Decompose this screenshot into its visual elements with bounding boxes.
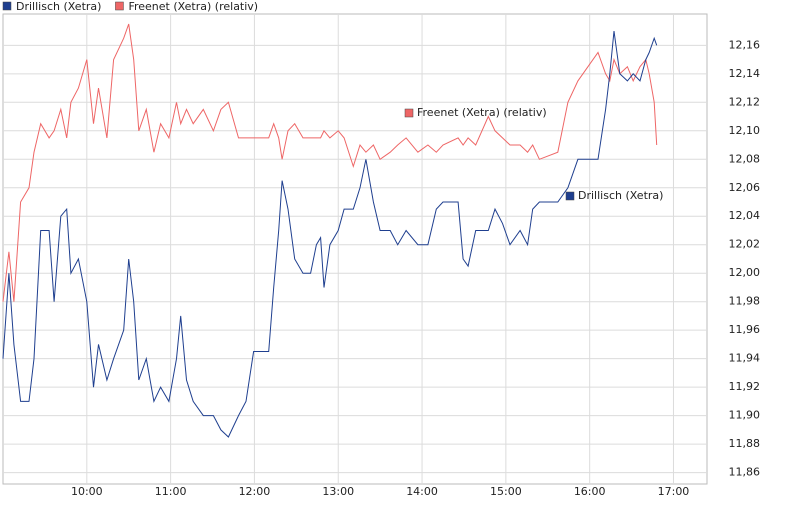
series-line <box>2 31 658 438</box>
y-tick-label: 11,98 <box>729 295 761 308</box>
x-tick-label: 10:00 <box>71 485 103 498</box>
y-tick-label: 11,90 <box>729 409 761 422</box>
series-line <box>2 23 658 302</box>
x-tick-label: 16:00 <box>574 485 606 498</box>
y-tick-label: 12,04 <box>729 209 761 222</box>
y-tick-label: 11,88 <box>729 437 761 450</box>
y-tick-label: 12,10 <box>729 124 761 137</box>
legend-swatch <box>115 1 124 11</box>
x-tick-label: 15:00 <box>490 485 522 498</box>
y-tick-label: 12,14 <box>729 67 761 80</box>
x-tick-label: 14:00 <box>406 485 438 498</box>
legend-label: Drillisch (Xetra) <box>16 0 101 13</box>
x-tick-label: 12:00 <box>239 485 271 498</box>
series-tag-swatch <box>565 191 575 201</box>
x-tick-label: 11:00 <box>155 485 187 498</box>
y-tick-label: 11,92 <box>729 380 761 393</box>
x-tick-label: 17:00 <box>658 485 690 498</box>
legend-swatch <box>2 1 12 11</box>
y-tick-label: 12,16 <box>729 38 761 51</box>
y-tick-label: 11,86 <box>729 466 761 479</box>
y-tick-label: 12,08 <box>729 152 761 165</box>
x-tick-label: 13:00 <box>322 485 354 498</box>
legend-label: Freenet (Xetra) (relativ) <box>128 0 258 13</box>
y-tick-label: 12,02 <box>729 238 761 251</box>
y-tick-label: 11,96 <box>729 323 761 336</box>
y-tick-label: 12,06 <box>729 181 761 194</box>
y-tick-label: 12,12 <box>729 95 761 108</box>
series-tag: Drillisch (Xetra) <box>578 189 663 202</box>
series-tag: Freenet (Xetra) (relativ) <box>417 106 547 119</box>
plot-area <box>2 13 708 485</box>
series-tag-swatch <box>404 108 414 118</box>
y-tick-label: 12,00 <box>729 266 761 279</box>
y-tick-label: 11,94 <box>729 352 761 365</box>
